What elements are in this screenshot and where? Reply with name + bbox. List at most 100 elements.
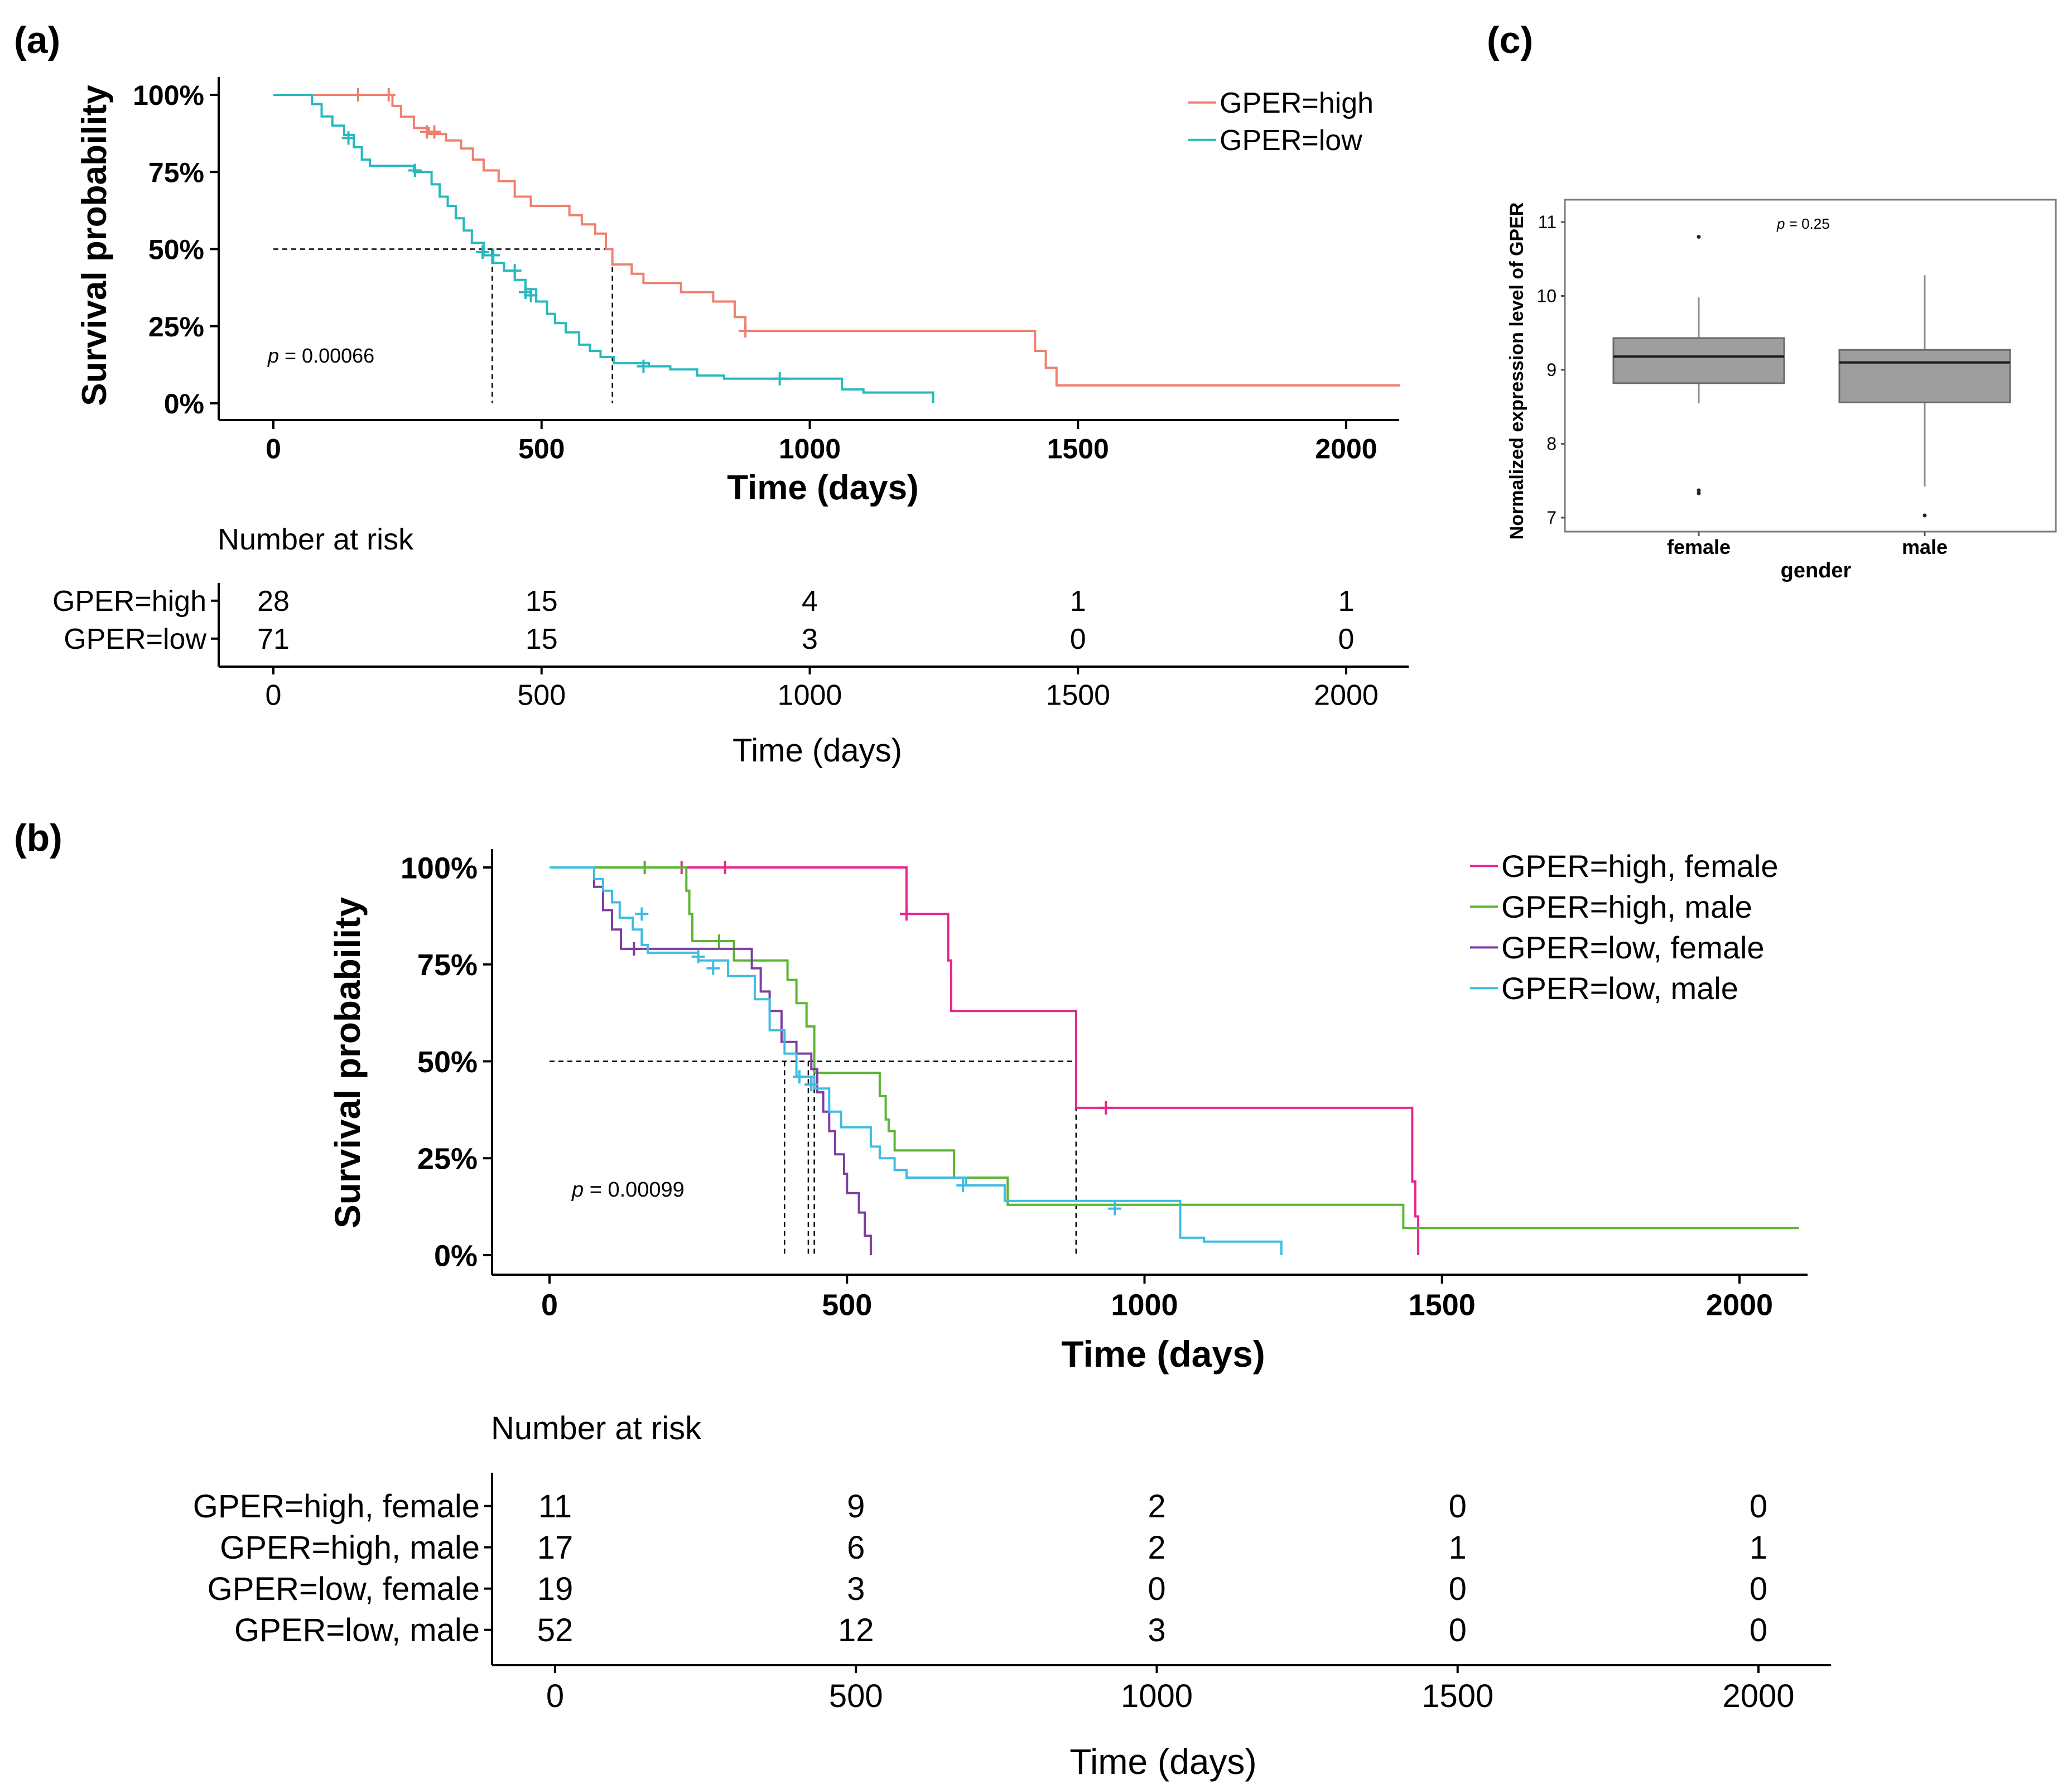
a-x-tick-label: 2000 [1315,433,1377,465]
b-y-axis-title: Survival probability [327,897,368,1228]
panel-label-a: (a) [14,19,60,61]
b-risk-value: 9 [847,1488,865,1525]
c-y-axis-title: Normalized expression level of GPER [1506,202,1528,540]
b-y-tick-label: 0% [434,1239,478,1272]
b-x-tick-label: 0 [541,1289,558,1322]
a-risk-table-title: Number at risk [218,523,414,556]
b-censor-mark [712,934,726,948]
a-x-tick-label: 500 [518,433,565,465]
b-x-tick-label: 1000 [1111,1289,1178,1322]
c-y-tick-label: 10 [1536,286,1557,306]
a-x-tick-label: 1500 [1047,433,1109,465]
b-curve-1 [550,866,1799,1229]
b-risk-value: 52 [537,1612,574,1648]
b-risk-row-label: GPER=high, female [193,1488,480,1525]
a-risk-x-tick-label: 2000 [1314,679,1379,712]
c-x-tick-label: male [1902,536,1948,558]
b-y-tick-label: 25% [417,1142,478,1176]
b-censor-mark [691,949,705,963]
b-censor-mark [635,907,649,921]
b-x-tick-label: 2000 [1706,1289,1773,1322]
a-y-tick-label: 100% [133,80,204,111]
c-box-female [1612,297,1785,403]
a-risk-value: 71 [257,623,290,655]
b-risk-value: 17 [537,1530,574,1566]
b-legend-label: GPER=high, female [1501,848,1778,884]
b-censor-mark [627,942,641,956]
a-risk-x-tick-label: 500 [517,679,566,712]
b-y-tick-label: 75% [417,948,478,982]
b-x-tick-label: 500 [822,1289,872,1322]
b-curve-0 [550,866,1420,1255]
c-outlier-point [1922,513,1927,518]
a-risk-row-label: GPER=low [64,623,206,655]
a-x-tick-label: 0 [266,433,281,465]
a-legend-label: GPER=low [1220,124,1362,157]
b-curve-3 [550,866,1283,1255]
c-y-tick-label: 11 [1538,212,1557,232]
a-censor-mark [637,359,650,373]
a-censor-mark [739,324,753,338]
b-risk-row-label: GPER=low, female [208,1571,480,1607]
a-censor-mark [486,248,500,262]
b-censor-mark [792,1070,806,1084]
a-pvalue: p = 0.00066 [267,344,374,367]
b-risk-value: 11 [538,1488,572,1525]
b-risk-value: 1 [1449,1530,1467,1566]
b-curve-2 [550,866,872,1255]
a-risk-x-tick-label: 1500 [1045,679,1110,712]
b-risk-value: 1 [1750,1530,1767,1566]
c-x-axis-title: gender [1781,559,1852,582]
b-risk-value: 19 [537,1571,574,1607]
a-x-tick-label: 1000 [779,433,841,465]
a-censor-mark [408,163,422,177]
b-risk-value: 12 [838,1612,874,1648]
b-legend-label: GPER=high, male [1501,889,1752,924]
b-risk-row-label: GPER=high, male [220,1530,480,1566]
b-y-tick-label: 50% [417,1045,478,1079]
b-risk-table-title: Number at risk [491,1410,702,1447]
b-censor-mark [706,961,720,975]
b-risk-value: 2 [1148,1488,1165,1525]
b-censor-mark [638,861,652,874]
b-x-axis-title: Time (days) [1061,1333,1265,1375]
a-risk-x-tick-label: 0 [266,679,282,712]
panel-c-boxplot: Normalized expression level of GPER gend… [1506,199,2057,582]
a-censor-mark [382,88,396,102]
c-outlier-point [1697,491,1701,495]
b-risk-x-tick-label: 2000 [1722,1678,1794,1714]
a-pvalue-value: = 0.00066 [279,344,374,367]
b-risk-value: 3 [847,1571,865,1607]
b-risk-value: 0 [1449,1612,1467,1648]
c-pvalue-value: = 0.25 [1785,215,1829,232]
c-pvalue-p: p [1776,215,1785,232]
b-pvalue-p: p [571,1178,584,1202]
a-curve-1 [273,94,934,403]
c-box-male [1838,275,2011,487]
b-risk-value: 0 [1750,1612,1767,1648]
a-censor-mark [475,245,489,259]
b-risk-value: 3 [1148,1612,1165,1648]
c-y-tick-label: 7 [1546,508,1557,528]
a-risk-row-label: GPER=high [52,585,206,618]
b-risk-value: 6 [847,1530,865,1566]
a-legend-label: GPER=high [1220,87,1374,119]
a-risk-x-tick-label: 1000 [778,679,842,712]
b-risk-x-tick-label: 0 [546,1678,564,1714]
a-y-tick-label: 50% [148,234,204,266]
b-censor-mark [718,861,732,874]
b-risk-x-tick-label: 1000 [1121,1678,1193,1714]
a-risk-value: 0 [1338,623,1355,655]
b-risk-x-axis-title: Time (days) [1069,1742,1256,1782]
c-pvalue: p = 0.25 [1776,215,1830,232]
b-censor-mark [956,1178,970,1192]
panel-label-b: (b) [14,817,62,859]
b-legend-label: GPER=low, male [1501,971,1738,1006]
a-y-tick-label: 0% [164,388,204,420]
a-risk-value: 1 [1070,585,1086,618]
a-risk-value: 15 [526,623,558,655]
a-censor-mark [341,131,355,145]
b-risk-value: 0 [1148,1571,1165,1607]
panel-a-survival-chart: Survival probability Time (days) p = 0.0… [52,77,1409,769]
b-censor-mark [1099,1101,1113,1115]
